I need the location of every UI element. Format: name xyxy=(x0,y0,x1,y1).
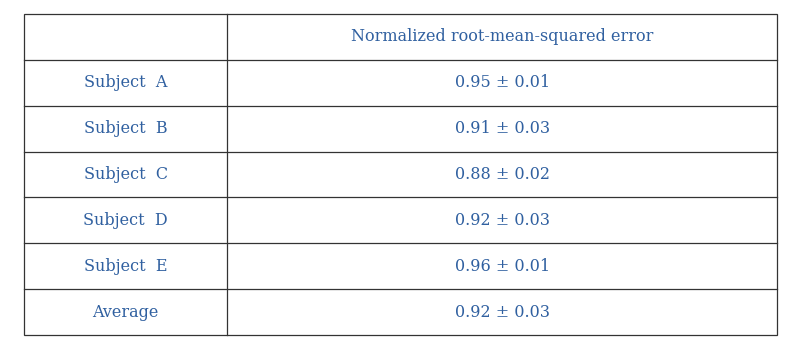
Text: 0.96 ± 0.01: 0.96 ± 0.01 xyxy=(455,258,549,275)
Text: 0.95 ± 0.01: 0.95 ± 0.01 xyxy=(455,74,549,91)
Text: Normalized root-mean-squared error: Normalized root-mean-squared error xyxy=(351,28,654,45)
Text: Subject  C: Subject C xyxy=(83,166,167,183)
Text: 0.88 ± 0.02: 0.88 ± 0.02 xyxy=(455,166,549,183)
Text: 0.91 ± 0.03: 0.91 ± 0.03 xyxy=(455,120,549,137)
Text: 0.92 ± 0.03: 0.92 ± 0.03 xyxy=(455,212,549,229)
Text: Subject  D: Subject D xyxy=(83,212,168,229)
Text: Subject  A: Subject A xyxy=(84,74,167,91)
Text: 0.92 ± 0.03: 0.92 ± 0.03 xyxy=(455,304,549,321)
Text: Average: Average xyxy=(92,304,159,321)
Text: Subject  E: Subject E xyxy=(84,258,167,275)
Text: Subject  B: Subject B xyxy=(84,120,167,137)
